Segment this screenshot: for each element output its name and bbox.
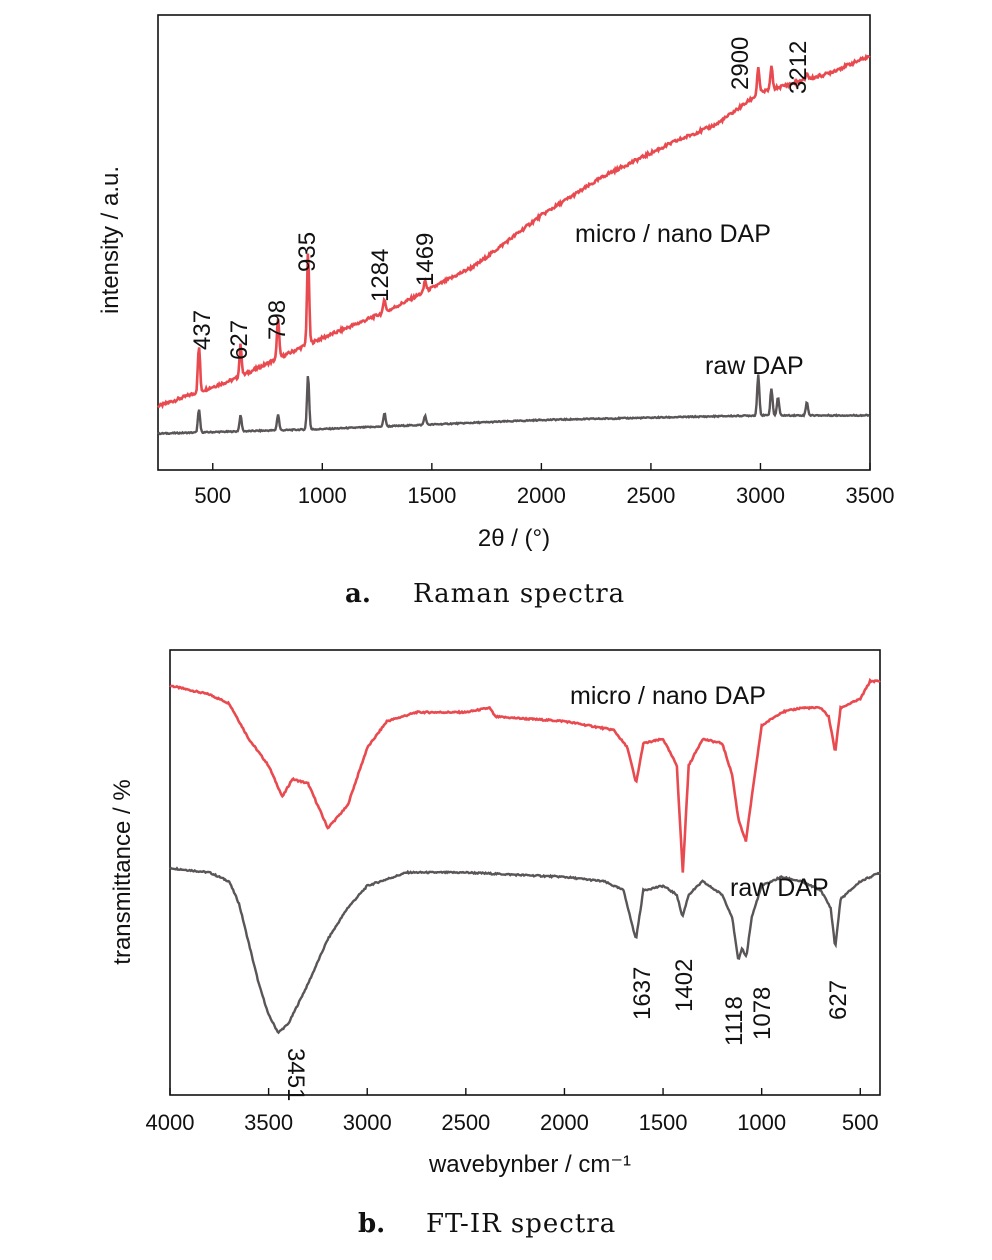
ftir-series-raw-dap xyxy=(169,866,881,1035)
ftir-x-tick-label: 1000 xyxy=(737,1110,786,1135)
ftir-x-axis-label: wavebynber / cm⁻¹ xyxy=(428,1151,631,1178)
ftir-peak-label-3451: 3451 xyxy=(282,1048,309,1101)
ftir-caption-letter: b. xyxy=(358,1209,385,1239)
ftir-x-tick-label: 1500 xyxy=(639,1110,688,1135)
raman-x-tick-label: 1000 xyxy=(298,483,347,508)
ftir-peak-label-1637: 1637 xyxy=(629,967,656,1020)
raman-peak-label-798: 798 xyxy=(264,300,291,340)
raman-peak-label-3212: 3212 xyxy=(785,41,812,94)
ftir-x-tick-label: 4000 xyxy=(146,1110,195,1135)
raman-plot-frame xyxy=(157,14,871,471)
raman-caption: Raman spectra xyxy=(413,579,625,609)
ftir-peak-label-627: 627 xyxy=(825,980,852,1020)
ftir-x-tick-label: 500 xyxy=(842,1110,879,1135)
raman-legend-raw-dap: raw DAP xyxy=(705,352,804,380)
ftir-x-tick-label: 2500 xyxy=(441,1110,490,1135)
raman-panel: 500 1000 1500 2000 2500 3000 3500 intensity / … xyxy=(97,14,894,609)
raman-peak-label-2900: 2900 xyxy=(727,37,754,90)
ftir-peak-label-1118: 1118 xyxy=(721,996,748,1046)
raman-x-tick-label: 2000 xyxy=(517,483,566,508)
raman-x-tick-label: 3000 xyxy=(736,483,785,508)
ftir-x-ticks: 4000 3500 3000 2500 2000 1500 1000 500 xyxy=(146,1088,879,1135)
ftir-peak-label-1078: 1078 xyxy=(749,987,776,1040)
raman-series-micro-nano-dap xyxy=(157,53,871,410)
raman-x-tick-label: 2500 xyxy=(626,483,675,508)
raman-x-tick-label: 1500 xyxy=(407,483,456,508)
raman-x-axis-label: 2θ / (°) xyxy=(478,525,550,552)
raman-x-tick-label: 3500 xyxy=(846,483,895,508)
raman-y-axis-label: intensity / a.u. xyxy=(97,166,124,314)
raman-x-tick-label: 500 xyxy=(194,483,231,508)
ftir-x-tick-label: 3500 xyxy=(244,1110,293,1135)
raman-peak-label-935: 935 xyxy=(294,232,321,272)
raman-peak-label-437: 437 xyxy=(189,310,216,350)
raman-peak-label-1284: 1284 xyxy=(367,249,394,302)
ftir-legend-micro-nano-dap: micro / nano DAP xyxy=(570,682,766,710)
ftir-legend-raw-dap: raw DAP xyxy=(730,874,829,902)
ftir-x-tick-label: 3000 xyxy=(343,1110,392,1135)
raman-peak-label-1469: 1469 xyxy=(412,233,439,286)
ftir-panel: 4000 3500 3000 2500 2000 1500 1000 500 transmit… xyxy=(109,649,881,1239)
raman-legend-micro-nano-dap: micro / nano DAP xyxy=(575,220,771,248)
raman-caption-letter: a. xyxy=(345,579,371,609)
ftir-y-axis-label: transmittance / % xyxy=(109,779,136,964)
raman-peak-label-627: 627 xyxy=(226,320,253,360)
ftir-series-micro-nano-dap xyxy=(169,677,881,873)
ftir-x-tick-label: 2000 xyxy=(540,1110,589,1135)
raman-x-ticks: 500 1000 1500 2000 2500 3000 3500 xyxy=(194,463,894,508)
ftir-caption: FT-IR spectra xyxy=(426,1209,616,1239)
raman-series-raw-dap xyxy=(157,374,870,436)
ftir-peak-label-1402: 1402 xyxy=(671,959,698,1012)
